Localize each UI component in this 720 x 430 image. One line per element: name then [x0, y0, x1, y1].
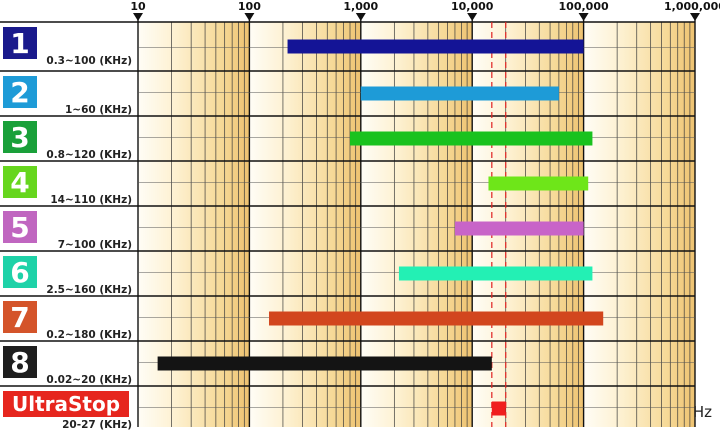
x-tick-label: 100,000 — [559, 0, 609, 13]
series-range-label: 2.5~160 (KHz) — [46, 284, 132, 296]
range-bar — [360, 86, 559, 101]
range-bar — [454, 221, 584, 236]
series-badge — [3, 256, 37, 288]
range-bar — [491, 401, 506, 416]
range-bar — [398, 266, 593, 281]
series-badge-label: UltraStop — [12, 392, 120, 416]
series-range-label: 7~100 (KHz) — [58, 239, 132, 251]
series-range-label: 0.3~100 (KHz) — [46, 55, 132, 67]
range-bar — [488, 176, 589, 191]
series-range-label: 0.02~20 (KHz) — [46, 374, 132, 386]
series-badge-label: 3 — [10, 121, 29, 154]
range-bar — [157, 356, 492, 371]
series-badge — [3, 391, 129, 417]
x-tick-label: 10,000 — [451, 0, 494, 13]
x-tick-marker — [690, 13, 700, 21]
decade-band — [583, 22, 695, 427]
x-tick-label: 1,000 — [343, 0, 378, 13]
series-badge — [3, 211, 37, 243]
x-tick-label: 1,000,000 — [664, 0, 720, 13]
x-unit-label: Hz — [693, 403, 712, 421]
series-range-label: 20-27 (KHz) — [62, 419, 132, 430]
x-tick-marker — [244, 13, 255, 21]
range-bar — [350, 131, 593, 146]
x-tick-marker — [133, 13, 143, 21]
series-badge-label: 4 — [10, 166, 29, 199]
range-bar — [287, 39, 584, 54]
x-tick-marker — [355, 13, 366, 21]
series-badge-label: 1 — [10, 27, 29, 60]
x-tick-label: 100 — [238, 0, 261, 13]
series-badge — [3, 76, 37, 108]
series-range-label: 14~110 (KHz) — [50, 194, 132, 206]
series-badge-label: 6 — [10, 256, 29, 289]
series-badge — [3, 301, 37, 333]
series-badge — [3, 27, 37, 59]
series-badge — [3, 121, 37, 153]
series-range-label: 0.8~120 (KHz) — [46, 149, 132, 161]
series-badge — [3, 346, 37, 378]
x-tick-marker — [467, 13, 478, 21]
range-bar — [269, 311, 604, 326]
x-tick-label: 10 — [130, 0, 146, 13]
series-range-label: 1~60 (KHz) — [65, 104, 132, 116]
series-badge-label: 5 — [10, 211, 29, 244]
x-tick-marker — [578, 13, 589, 21]
series-badge-label: 8 — [10, 346, 29, 379]
series-badge-label: 7 — [10, 301, 29, 334]
series-badge — [3, 166, 37, 198]
series-range-label: 0.2~180 (KHz) — [46, 329, 132, 341]
series-badge-label: 2 — [10, 76, 29, 109]
